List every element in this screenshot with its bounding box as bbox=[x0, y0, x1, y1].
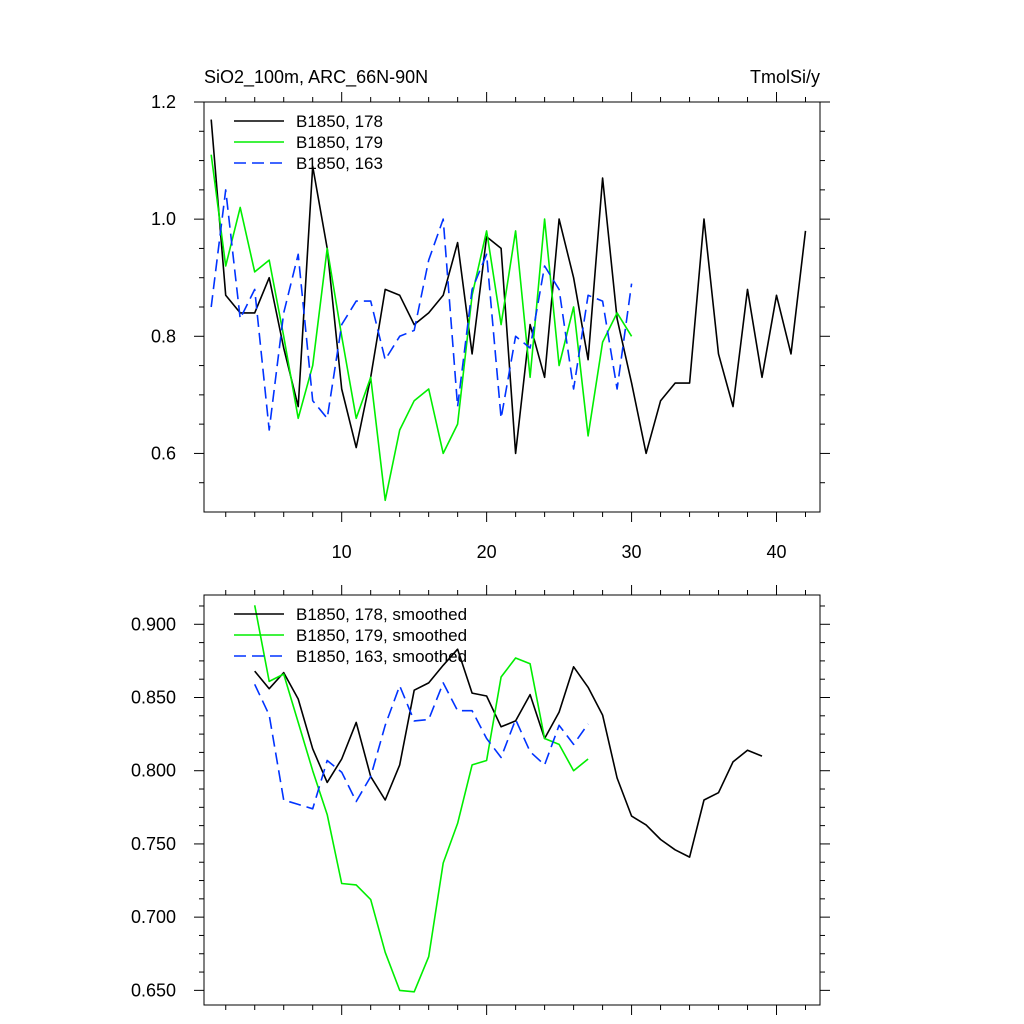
plot-frame bbox=[203, 594, 821, 1006]
top-panel: SiO2_100m, ARC_66N-90N TmolSi/y 10 20 30 40… bbox=[151, 67, 830, 562]
y-tick-label: 0.800 bbox=[131, 761, 176, 781]
legend-label: B1850, 163 bbox=[296, 154, 383, 173]
series-line-3 bbox=[210, 189, 633, 431]
series-line-2 bbox=[253, 605, 589, 993]
series-line-1 bbox=[210, 119, 807, 455]
legend-label: B1850, 178, smoothed bbox=[296, 605, 467, 624]
legend-label: B1850, 179, smoothed bbox=[296, 626, 467, 645]
units-label: TmolSi/y bbox=[750, 67, 820, 87]
series-line-3 bbox=[253, 682, 589, 810]
y-tick-label: 0.750 bbox=[131, 834, 176, 854]
x-tick-label: 30 bbox=[622, 542, 642, 562]
bottom-panel: 0.650 0.700 0.750 0.800 0.850 0.900 B1850, 178… bbox=[131, 585, 830, 1015]
y-tick-label: 0.900 bbox=[131, 614, 176, 634]
legend-label: B1850, 179 bbox=[296, 133, 383, 152]
y-tick-label: 1.2 bbox=[151, 92, 176, 112]
y-tick-label: 0.850 bbox=[131, 688, 176, 708]
y-tick-label: 0.6 bbox=[151, 443, 176, 463]
y-tick-label: 0.650 bbox=[131, 980, 176, 1000]
y-tick-label: 0.8 bbox=[151, 326, 176, 346]
x-tick-label: 40 bbox=[767, 542, 787, 562]
y-tick-label: 1.0 bbox=[151, 209, 176, 229]
x-tick-label: 20 bbox=[477, 542, 497, 562]
legend-label: B1850, 163, smoothed bbox=[296, 647, 467, 666]
chart-title: SiO2_100m, ARC_66N-90N bbox=[204, 67, 428, 88]
series-line-1 bbox=[254, 648, 763, 858]
legend-label: B1850, 178 bbox=[296, 112, 383, 131]
y-tick-label: 0.700 bbox=[131, 907, 176, 927]
x-tick-label: 10 bbox=[332, 542, 352, 562]
series-line-2 bbox=[210, 154, 633, 502]
